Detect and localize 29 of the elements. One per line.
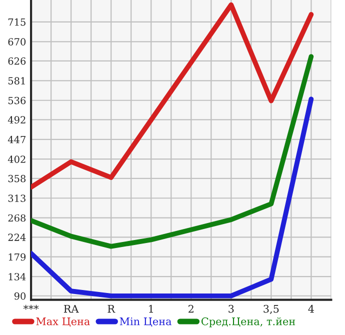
x-tick-label: RA bbox=[64, 305, 79, 313]
y-tick-label: 268 bbox=[8, 214, 26, 222]
y-tick-label: 90 bbox=[14, 292, 26, 300]
y-tick-label: 715 bbox=[8, 18, 26, 26]
y-tick-label: 447 bbox=[8, 136, 26, 144]
x-tick-label: 1 bbox=[149, 304, 153, 313]
y-tick-label: 581 bbox=[8, 77, 25, 84]
x-tick-label: *** bbox=[23, 304, 39, 310]
line-series bbox=[31, 54, 314, 249]
y-tick-label: 358 bbox=[8, 174, 26, 182]
x-tick-label: 2 bbox=[188, 304, 194, 313]
line-series bbox=[31, 2, 314, 190]
y-tick-label: 224 bbox=[8, 234, 26, 241]
line-series bbox=[31, 96, 314, 298]
y-tick-label: 402 bbox=[8, 156, 26, 163]
x-tick-label: 3,5 bbox=[264, 304, 279, 314]
y-tick-label: 626 bbox=[8, 57, 26, 65]
y-tick-label: 179 bbox=[8, 253, 26, 261]
legend-label: Сред.Цена, т.йен bbox=[202, 317, 296, 328]
legend-label: Max Цена bbox=[36, 318, 90, 327]
x-tick-label: 3 bbox=[228, 304, 234, 313]
legend-label: Min Цена bbox=[120, 317, 172, 327]
x-tick-label: 4 bbox=[308, 304, 314, 313]
x-tick-label: R bbox=[108, 305, 116, 313]
y-tick-label: 313 bbox=[8, 194, 26, 202]
y-tick-label: 670 bbox=[8, 38, 26, 46]
y-tick-label: 536 bbox=[8, 96, 26, 104]
y-tick-label: 134 bbox=[8, 273, 26, 280]
y-tick-label: 492 bbox=[8, 116, 26, 124]
